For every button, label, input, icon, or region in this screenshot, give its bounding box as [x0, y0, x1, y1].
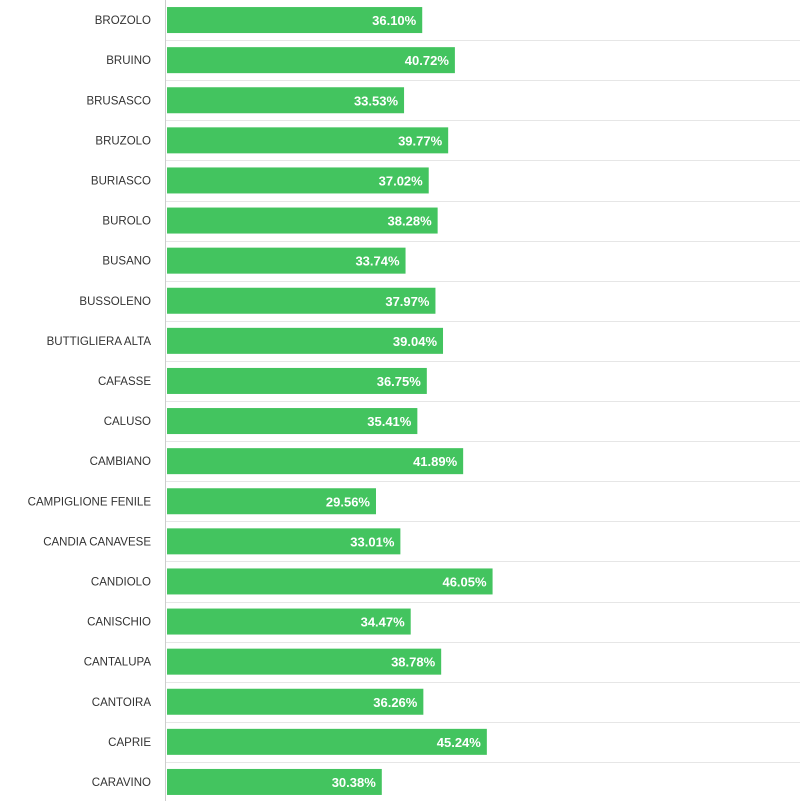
value-label: 41.89%: [413, 454, 458, 469]
bar[interactable]: [167, 327, 444, 354]
value-label: 38.78%: [391, 655, 436, 670]
value-label: 33.01%: [350, 534, 395, 549]
category-label: BUTTIGLIERA ALTA: [47, 336, 152, 348]
category-label: CAMBIANO: [90, 456, 151, 468]
value-label: 29.56%: [326, 494, 371, 509]
value-label: 30.38%: [332, 775, 377, 790]
category-label: BRUZOLO: [95, 135, 151, 147]
bar[interactable]: [167, 768, 382, 795]
category-label: CAFASSE: [98, 376, 151, 388]
bar[interactable]: [167, 648, 442, 675]
bar[interactable]: [167, 7, 423, 34]
bar[interactable]: [167, 207, 438, 234]
bar[interactable]: [167, 448, 464, 475]
bar[interactable]: [167, 528, 401, 555]
category-label: CALUSO: [104, 416, 151, 428]
value-label: 35.41%: [367, 414, 412, 429]
category-label: CAPRIE: [108, 737, 151, 749]
category-label: BURIASCO: [91, 175, 151, 187]
value-label: 33.74%: [355, 254, 400, 269]
bar[interactable]: [167, 608, 411, 635]
category-label: CANDIOLO: [91, 576, 151, 588]
bar[interactable]: [167, 47, 455, 74]
value-label: 37.02%: [379, 173, 424, 188]
bar[interactable]: [167, 408, 418, 435]
value-label: 36.75%: [377, 374, 422, 389]
category-label: CANDIA CANAVESE: [43, 536, 151, 548]
category-label: BUSSOLENO: [79, 296, 151, 308]
value-label: 45.24%: [437, 735, 482, 750]
category-label: CANTOIRA: [92, 697, 152, 709]
value-label: 40.72%: [405, 53, 450, 68]
category-label: BROZOLO: [95, 15, 151, 27]
bar[interactable]: [167, 127, 449, 154]
value-label: 37.97%: [385, 294, 430, 309]
category-label: CAMPIGLIONE FENILE: [28, 496, 152, 508]
bar[interactable]: [167, 367, 427, 394]
value-label: 36.10%: [372, 13, 417, 28]
value-label: 34.47%: [361, 615, 406, 630]
bar[interactable]: [167, 688, 424, 715]
category-label: CANTALUPA: [84, 657, 152, 669]
category-label: CANISCHIO: [87, 617, 151, 629]
category-label: BUSANO: [102, 256, 151, 268]
bar[interactable]: [167, 568, 493, 595]
category-label: CARAVINO: [92, 777, 151, 789]
category-label: BRUSASCO: [86, 95, 151, 107]
value-label: 46.05%: [442, 574, 487, 589]
bar[interactable]: [167, 488, 376, 515]
bar[interactable]: [167, 728, 487, 755]
value-label: 39.77%: [398, 133, 443, 148]
bar[interactable]: [167, 247, 406, 274]
value-label: 33.53%: [354, 93, 399, 108]
value-label: 36.26%: [373, 695, 418, 710]
bar[interactable]: [167, 87, 405, 114]
bar[interactable]: [167, 167, 429, 194]
value-label: 38.28%: [388, 214, 433, 229]
bar[interactable]: [167, 287, 436, 314]
category-label: BRUINO: [106, 55, 151, 67]
category-label: BUROLO: [102, 216, 151, 228]
value-label: 39.04%: [393, 334, 438, 349]
